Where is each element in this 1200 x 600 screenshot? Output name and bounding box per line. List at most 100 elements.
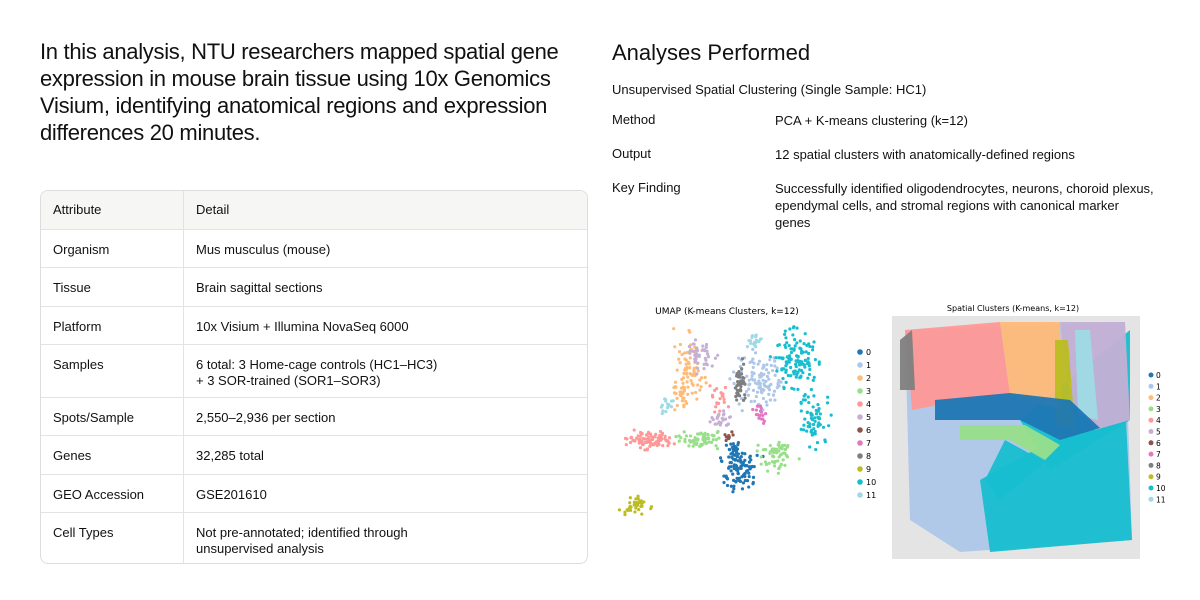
umap-dot bbox=[817, 421, 821, 425]
umap-dot bbox=[764, 412, 768, 416]
umap-dot bbox=[777, 449, 781, 453]
umap-dot bbox=[724, 475, 729, 480]
umap-dot bbox=[634, 497, 638, 501]
umap-dot bbox=[803, 332, 807, 336]
umap-dot bbox=[812, 340, 816, 344]
umap-dot bbox=[806, 356, 810, 361]
umap-dot bbox=[777, 384, 781, 388]
umap-dot bbox=[741, 462, 745, 466]
umap-dot bbox=[682, 430, 686, 434]
umap-dot bbox=[713, 410, 717, 414]
umap-dot bbox=[745, 374, 749, 378]
umap-dot bbox=[731, 433, 735, 437]
header-cell: Detail bbox=[196, 202, 230, 217]
umap-dot bbox=[711, 437, 715, 442]
umap-dot bbox=[811, 348, 815, 352]
umap-dot bbox=[743, 452, 747, 456]
umap-dot bbox=[829, 413, 833, 417]
umap-dot bbox=[729, 469, 733, 473]
legend-label: 8 bbox=[1156, 461, 1161, 470]
legend-swatch bbox=[1148, 462, 1154, 468]
umap-dot bbox=[707, 436, 711, 441]
umap-dot bbox=[714, 438, 718, 442]
umap-dot bbox=[816, 423, 820, 427]
table-header: Attribute Detail bbox=[41, 191, 587, 229]
umap-dot bbox=[752, 340, 756, 345]
umap-dot bbox=[663, 434, 667, 438]
umap-dot bbox=[638, 434, 642, 438]
spatial-title: Spatial Clusters (K-means, k=12) bbox=[947, 304, 1079, 313]
umap-dot bbox=[758, 413, 762, 417]
detail-line: ependymal cells, and stromal regions wit… bbox=[775, 198, 1119, 213]
umap-dot bbox=[808, 344, 812, 349]
umap-dot bbox=[677, 434, 681, 438]
umap-dot bbox=[640, 512, 644, 516]
umap-dot bbox=[623, 510, 627, 514]
umap-dot bbox=[709, 440, 714, 444]
umap-dot bbox=[695, 397, 699, 401]
umap-dot bbox=[710, 415, 714, 420]
spatial-region bbox=[935, 393, 1100, 440]
umap-dot bbox=[761, 363, 766, 367]
umap-dot bbox=[729, 442, 733, 446]
detail-cell: 2,550–2,936 per section bbox=[196, 410, 336, 426]
umap-dot bbox=[774, 447, 779, 451]
umap-dot bbox=[800, 360, 804, 364]
umap-dot bbox=[669, 405, 674, 409]
umap-dot bbox=[773, 398, 777, 402]
umap-dot bbox=[735, 398, 739, 402]
umap-dot bbox=[734, 449, 739, 453]
umap-dot bbox=[694, 442, 699, 447]
umap-dot bbox=[681, 381, 685, 385]
umap-dot bbox=[738, 383, 742, 387]
umap-dot bbox=[685, 350, 689, 355]
detail-line: 2,550–2,936 per section bbox=[196, 409, 336, 425]
umap-dot bbox=[693, 436, 697, 440]
umap-dot bbox=[675, 403, 679, 408]
umap-dot bbox=[703, 375, 707, 380]
table-row: Spots/Sample 2,550–2,936 per section bbox=[41, 396, 587, 437]
umap-dot bbox=[661, 444, 665, 448]
table-row: Platform 10x Visium + Illumina NovaSeq 60… bbox=[41, 305, 587, 345]
umap-dot bbox=[754, 338, 758, 342]
umap-dot bbox=[784, 336, 788, 340]
umap-dot bbox=[639, 504, 643, 508]
umap-dot bbox=[661, 409, 665, 413]
umap-dot bbox=[696, 383, 700, 387]
umap-dot bbox=[798, 346, 802, 350]
umap-dot bbox=[811, 345, 815, 349]
umap-dot bbox=[783, 443, 787, 447]
umap-dot bbox=[727, 435, 731, 439]
umap-dot bbox=[671, 399, 675, 403]
umap-dot bbox=[783, 447, 788, 451]
intro-line: In this analysis, NTU researchers mapped… bbox=[40, 39, 559, 64]
umap-dot bbox=[686, 392, 690, 396]
umap-dot bbox=[708, 420, 712, 424]
umap-dot bbox=[802, 363, 806, 367]
umap-dot bbox=[749, 399, 753, 404]
umap-dot bbox=[727, 455, 731, 459]
umap-dot bbox=[682, 389, 686, 393]
umap-dot bbox=[771, 393, 776, 397]
umap-dot bbox=[753, 399, 757, 403]
legend-label: 7 bbox=[866, 439, 871, 448]
umap-dot bbox=[811, 378, 815, 382]
umap-dot bbox=[625, 437, 629, 441]
umap-dot bbox=[655, 443, 659, 448]
umap-dot bbox=[808, 367, 812, 372]
umap-dot bbox=[680, 399, 685, 403]
umap-dot bbox=[761, 366, 765, 370]
table-row: Samples 6 total: 3 Home-cage controls (HC… bbox=[41, 343, 587, 398]
umap-dot bbox=[649, 505, 654, 509]
umap-dot bbox=[752, 465, 756, 469]
umap-dot bbox=[689, 378, 693, 383]
umap-dot bbox=[714, 405, 718, 409]
detail-line: PCA + K-means clustering (k=12) bbox=[775, 113, 968, 128]
umap-dot bbox=[747, 474, 751, 479]
umap-dot bbox=[701, 437, 705, 442]
umap-dot bbox=[747, 378, 751, 382]
umap-dot bbox=[737, 402, 741, 406]
umap-dot bbox=[733, 386, 738, 390]
umap-dot bbox=[736, 459, 740, 463]
